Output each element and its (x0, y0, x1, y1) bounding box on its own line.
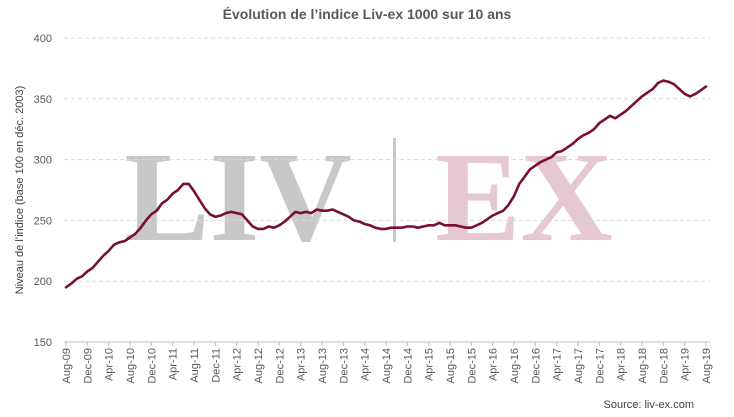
x-tick-label: Apr-17 (552, 348, 564, 381)
chart-title: Évolution de l’indice Liv-ex 1000 sur 10… (223, 6, 512, 22)
x-tick-label: Apr-13 (296, 348, 308, 381)
x-tick-label: Dec-13 (338, 348, 350, 383)
y-tick-label: 250 (34, 215, 52, 227)
x-tick-label: Aug-09 (61, 348, 73, 383)
x-tick-label: Apr-14 (360, 348, 372, 381)
x-tick-label: Apr-10 (104, 348, 116, 381)
x-tick-label: Aug-15 (445, 348, 457, 383)
y-tick-label: 200 (34, 276, 52, 288)
liv-ex-watermark: LIV EX (124, 126, 613, 268)
y-axis-ticks: 150 200 250 300 350 400 (34, 33, 52, 349)
x-tick-label: Dec-18 (658, 348, 670, 383)
y-tick-label: 400 (34, 33, 52, 45)
series-line (64, 79, 708, 289)
x-tick-label: Apr-15 (424, 348, 436, 381)
x-tick-label: Dec-10 (146, 348, 158, 383)
x-tick-label: Dec-11 (210, 348, 222, 383)
x-tick-label: Aug-11 (189, 348, 201, 383)
x-tick-label: Apr-18 (616, 348, 628, 381)
x-tick-label: Dec-15 (466, 348, 478, 383)
x-tick-label: Aug-19 (701, 348, 713, 383)
watermark-ex: EX (435, 126, 613, 268)
x-tick-label: Apr-11 (168, 348, 180, 380)
x-tick-label: Apr-16 (488, 348, 500, 381)
x-tick-label: Aug-16 (509, 348, 521, 383)
x-tick-label: Aug-17 (573, 348, 585, 383)
x-tick-label: Aug-13 (317, 348, 329, 383)
gridlines (64, 37, 710, 282)
x-tick-label: Aug-10 (125, 348, 137, 383)
y-axis-label: Niveau de l’indice (base 100 en déc. 200… (14, 86, 26, 295)
watermark-divider (393, 138, 396, 242)
x-tick-label: Dec-17 (594, 348, 606, 383)
x-tick-label: Aug-18 (637, 348, 649, 383)
x-tick-label: Apr-19 (680, 348, 692, 381)
y-tick-label: 300 (34, 155, 52, 167)
x-tick-label: Dec-14 (402, 348, 414, 383)
y-tick-label: 150 (34, 337, 52, 349)
x-tick-label: Dec-12 (274, 348, 286, 383)
x-tick-label: Apr-12 (232, 348, 244, 381)
x-axis-ticks: Aug-09 Dec-09 Apr-10 Aug-10 Dec-10 Apr-11 Aug-… (61, 342, 713, 383)
x-tick-label: Dec-16 (530, 348, 542, 383)
x-tick-label: Aug-14 (381, 348, 393, 383)
watermark-liv: LIV (124, 126, 352, 268)
source-note: Source: liv-ex.com (604, 399, 694, 411)
y-tick-label: 350 (34, 94, 52, 106)
x-tick-label: Aug-12 (253, 348, 265, 383)
x-tick-label: Dec-09 (82, 348, 94, 383)
